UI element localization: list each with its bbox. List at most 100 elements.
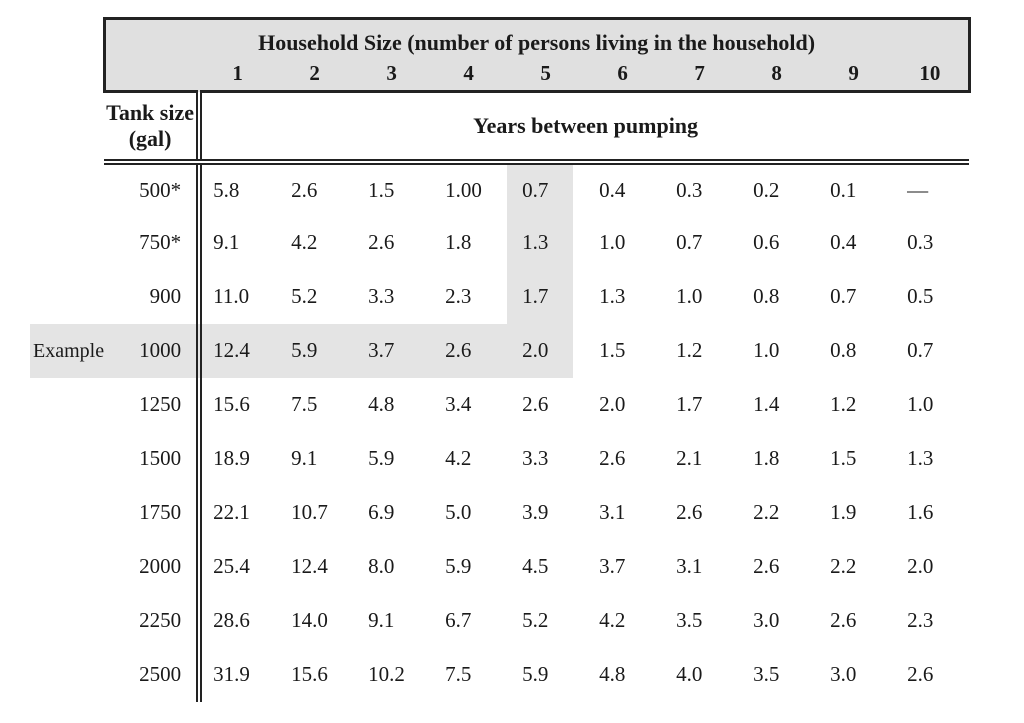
- example-label-cell: Example: [30, 323, 105, 378]
- value-cell: 0.3: [676, 177, 703, 202]
- value-cell: 2.6: [830, 608, 857, 632]
- value-cell: 0.2: [753, 177, 780, 202]
- value-cell: 1.00: [445, 177, 482, 202]
- value-cell: 5.8: [196, 161, 277, 216]
- value-cell: 0.7: [507, 161, 585, 216]
- value-cell: 9.1: [368, 608, 395, 632]
- value-cell: 12.4: [291, 554, 328, 578]
- column-header-7: 7: [661, 62, 739, 93]
- tank-size-cell: 750*: [139, 230, 182, 254]
- tank-size-header-line1: Tank size: [106, 99, 194, 125]
- value-cell: 3.9: [522, 500, 549, 524]
- value-cell: 6.9: [368, 500, 395, 524]
- tank-size-cell: 2000: [139, 554, 182, 578]
- value-cell: 1.5: [830, 446, 857, 470]
- value-cell: 1.2: [676, 338, 703, 362]
- table-row: Example 1000 12.4 5.9 3.7 2.6 2.0 1.5 1.2 1.0 0.8 0…: [30, 323, 969, 378]
- tank-size-cell: 900: [149, 284, 182, 308]
- example-label-cell: [30, 378, 104, 432]
- value-cell: 1.8: [753, 446, 780, 470]
- value-cell: 25.4: [196, 539, 277, 594]
- value-cell: 0.5: [907, 284, 934, 308]
- value-cell: 2.2: [830, 554, 857, 578]
- example-label-cell: [30, 270, 104, 324]
- value-cell: 0.1: [830, 177, 857, 202]
- value-cell: 2.6: [907, 662, 934, 686]
- value-cell: 5.9: [522, 662, 549, 686]
- column-header-8: 8: [738, 62, 816, 93]
- example-label-cell: [30, 162, 104, 216]
- example-label-cell: [30, 540, 104, 594]
- column-header-1: 1: [199, 62, 277, 93]
- tank-size-header-line2: (gal): [128, 125, 172, 151]
- column-header-9: 9: [815, 62, 893, 93]
- value-cell: 1.3: [599, 284, 626, 308]
- value-cell: 2.6: [291, 177, 318, 202]
- tank-size-cell: 1250: [139, 392, 182, 416]
- value-cell: 1.0: [676, 284, 703, 308]
- value-cell: 2.3: [445, 284, 472, 308]
- value-cell: 3.7: [353, 323, 431, 378]
- table-row: 2500 31.9 15.6 10.2 7.5 5.9 4.8 4.0 3.5 3.0 2.6: [30, 647, 969, 702]
- example-label-cell: [30, 594, 104, 648]
- example-label-cell: [30, 486, 104, 540]
- value-cell: 3.7: [599, 554, 626, 578]
- value-cell: 1.5: [599, 338, 626, 362]
- column-header-6: 6: [584, 62, 662, 93]
- value-cell: 0.7: [676, 230, 703, 254]
- table-row: 2250 28.6 14.0 9.1 6.7 5.2 4.2 3.5 3.0 2.6 2.3: [30, 593, 969, 648]
- tank-size-cell: 2250: [139, 608, 182, 632]
- table-row: 900 11.0 5.2 3.3 2.3 1.7 1.3 1.0 0.8 0.7 0.5: [30, 269, 969, 324]
- column-header-4: 4: [430, 62, 508, 93]
- column-header-10: 10: [892, 62, 971, 93]
- value-cell: 1.0: [599, 230, 626, 254]
- value-cell: 1.9: [830, 500, 857, 524]
- value-cell: 22.1: [196, 485, 277, 540]
- value-cell: 2.0: [507, 323, 585, 378]
- value-cell: 5.9: [445, 554, 472, 578]
- table-row: 1500 18.9 9.1 5.9 4.2 3.3 2.6 2.1 1.8 1.5 1.3: [30, 431, 969, 486]
- column-header-3: 3: [353, 62, 431, 93]
- value-cell: 18.9: [196, 431, 277, 486]
- tank-size-cell: 2500: [139, 662, 182, 686]
- value-cell: 2.3: [907, 608, 934, 632]
- value-cell: 2.2: [753, 500, 780, 524]
- value-cell: 3.5: [753, 662, 780, 686]
- value-cell: 10.7: [291, 500, 328, 524]
- value-cell: 4.5: [522, 554, 549, 578]
- value-cell: 5.0: [445, 500, 472, 524]
- value-cell: —: [907, 177, 929, 202]
- value-cell: 15.6: [291, 662, 328, 686]
- tank-size-cell: 1750: [139, 500, 182, 524]
- value-cell: 4.2: [599, 608, 626, 632]
- subheader-row: Tank size (gal) Years between pumping: [30, 91, 970, 165]
- value-cell: 3.4: [445, 392, 472, 416]
- value-cell: 3.5: [676, 608, 703, 632]
- value-cell: 10.2: [368, 662, 405, 686]
- value-cell: 1.4: [753, 392, 780, 416]
- value-cell: 4.2: [445, 446, 472, 470]
- value-cell: 0.7: [907, 338, 934, 362]
- pumping-frequency-table: Household Size (number of persons living…: [30, 17, 971, 702]
- value-cell: 5.2: [291, 284, 318, 308]
- example-label-cell: [30, 216, 104, 270]
- value-cell: 2.6: [522, 392, 549, 416]
- value-cell: 9.1: [291, 446, 318, 470]
- header-title-row: Household Size (number of persons living…: [30, 17, 971, 63]
- value-cell: 4.2: [291, 230, 318, 254]
- value-cell: 1.7: [507, 269, 585, 324]
- value-cell: 2.6: [599, 446, 626, 470]
- value-cell: 8.0: [368, 554, 395, 578]
- spacer-cell: [30, 63, 104, 92]
- example-label-cell: [30, 648, 104, 702]
- value-cell: 2.6: [368, 230, 395, 254]
- value-cell: 3.3: [368, 284, 395, 308]
- tank-size-cell: 1500: [139, 446, 182, 470]
- value-cell: 3.0: [753, 608, 780, 632]
- value-cell: 9.1: [196, 215, 277, 270]
- tank-size-cell: 500*: [139, 177, 182, 202]
- value-cell: 0.3: [907, 230, 934, 254]
- value-cell: 4.8: [368, 392, 395, 416]
- header-numbers-row: 1 2 3 4 5 6 7 8 9 10: [30, 62, 971, 93]
- value-cell: 0.6: [753, 230, 780, 254]
